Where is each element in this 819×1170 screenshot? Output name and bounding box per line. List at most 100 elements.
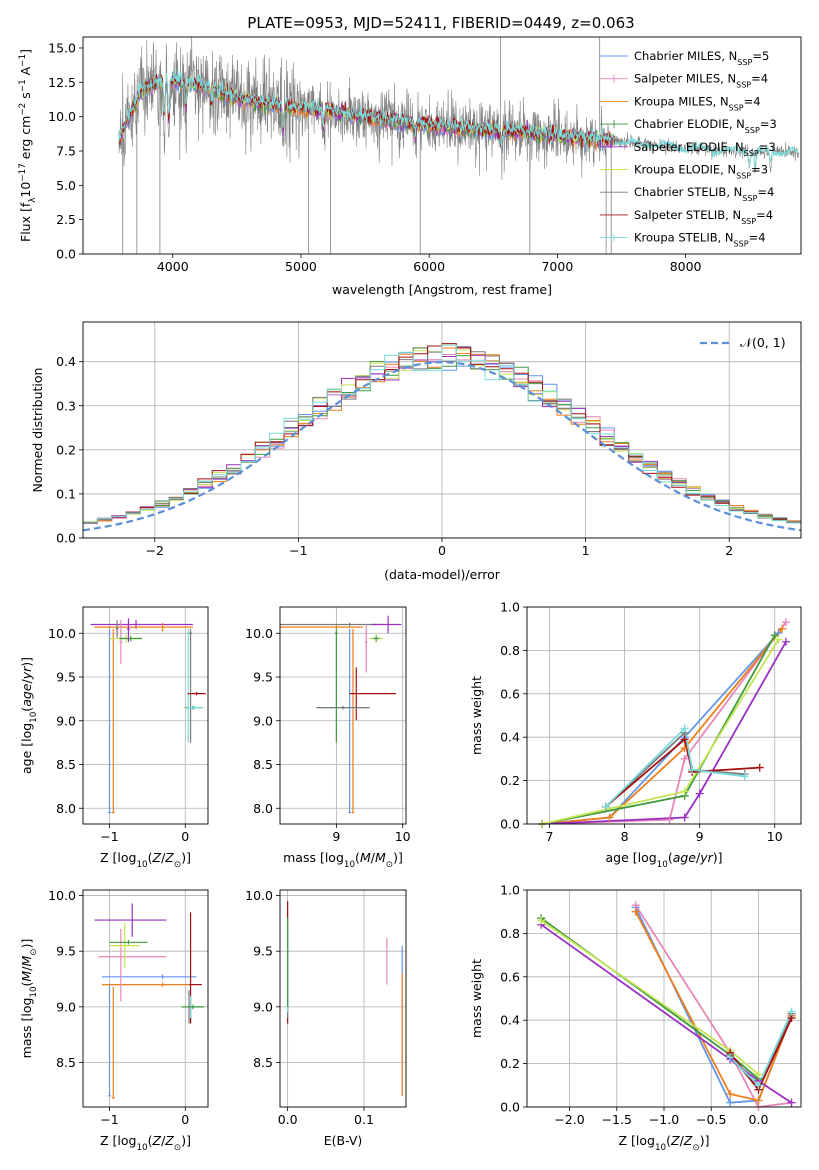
y-axis-label-part: −1 bbox=[18, 54, 28, 67]
weight-line-kroupa_elodie bbox=[541, 639, 780, 824]
y-tick-label: 0.2 bbox=[500, 773, 520, 788]
x-tick-label: 0.0 bbox=[278, 1112, 298, 1127]
y-tick-label: 10.0 bbox=[245, 888, 273, 903]
x-axis-label-part: / bbox=[371, 850, 376, 865]
y-tick-label: 9.0 bbox=[56, 713, 76, 728]
x-axis-label-part: ⊙ bbox=[692, 1143, 699, 1153]
y-tick-label: 10.0 bbox=[48, 109, 76, 124]
y-axis-label-part: −17 bbox=[18, 163, 28, 181]
y-axis-label-part: −2 bbox=[18, 103, 28, 116]
axes-frame bbox=[279, 606, 407, 825]
y-axis-label-part: / bbox=[19, 679, 34, 684]
legend-label-part: SSP bbox=[741, 216, 756, 225]
y-axis-label-part: ( bbox=[19, 982, 34, 987]
legend-label-part: =4 bbox=[744, 94, 761, 108]
axes-frame bbox=[82, 321, 802, 539]
x-axis-label-part: )] bbox=[393, 850, 403, 865]
x-tick-label: −2.0 bbox=[554, 1112, 584, 1127]
plot-area bbox=[83, 607, 208, 824]
x-axis-label-part: Z bbox=[164, 850, 174, 865]
weight-marker-kroupa_stelib bbox=[787, 1007, 796, 1016]
x-axis-label-part: Z [log bbox=[100, 1133, 136, 1148]
y-axis-label-part: )] bbox=[19, 939, 34, 949]
y-tick-label: 1.0 bbox=[500, 600, 520, 615]
x-axis-label: Z [log10(Z/Z⊙)] bbox=[100, 850, 191, 870]
x-tick-label: −1 bbox=[100, 1112, 118, 1127]
y-tick-label: 9.5 bbox=[253, 944, 273, 959]
weight-marker-kroupa_stelib bbox=[726, 1053, 735, 1062]
y-axis-label-part: A bbox=[18, 66, 33, 79]
weight-vs-Z-panel: −2.0 −1.5 −1.0 −0.5 0.0 0.0 0.2 0.4 0.6 0.8 1.0 Z [… bbox=[469, 883, 802, 1153]
x-axis-label-part: Z [log bbox=[619, 1133, 655, 1148]
y-axis-label: Normed distribution bbox=[30, 368, 45, 493]
legend-label: Salpeter ELODIE, NSSP=3 bbox=[634, 140, 776, 158]
y-tick-label: 0.8 bbox=[500, 643, 520, 658]
y-tick-label: 0.8 bbox=[500, 926, 520, 941]
weight-marker-salpeter_stelib bbox=[755, 763, 764, 772]
x-tick-label: −1.0 bbox=[649, 1112, 679, 1127]
legend-label-part: Kroupa STELIB, N bbox=[634, 231, 734, 245]
x-axis-label: mass [log10(M/M⊙)] bbox=[283, 850, 403, 870]
x-axis-label-part: ( bbox=[148, 1133, 153, 1148]
y-axis-label-part: 10 bbox=[29, 712, 39, 723]
mass-vs-Z-panel: −1 08.59.09.510.0Z [log10(Z/Z⊙)]mass [log… bbox=[19, 888, 209, 1153]
x-axis-label: Z [log10(Z/Z⊙)] bbox=[100, 1133, 191, 1153]
x-axis-label-part: Z bbox=[152, 850, 162, 865]
x-axis-label-part: ⊙ bbox=[174, 1143, 181, 1153]
x-axis-label: (data-model)/error bbox=[384, 567, 501, 582]
y-axis-label-part: λ bbox=[28, 198, 38, 203]
y-tick-label: 8.0 bbox=[56, 801, 76, 816]
weight-marker-kroupa_miles bbox=[631, 907, 640, 916]
y-axis-label-part: mass [log bbox=[19, 998, 34, 1059]
x-axis-label-part: ( bbox=[148, 850, 153, 865]
weight-marker-salpeter_elodie bbox=[781, 637, 790, 646]
y-tick-label: 0.3 bbox=[56, 398, 76, 413]
axes-frame bbox=[279, 889, 407, 1108]
x-axis-label-part: M bbox=[375, 850, 386, 865]
legend-label-part: SSP bbox=[734, 239, 749, 248]
y-axis-label: mass weight bbox=[469, 676, 484, 755]
y-tick-label: 0.4 bbox=[56, 354, 76, 369]
plot-area bbox=[527, 607, 801, 824]
x-tick-label: −1.5 bbox=[602, 1112, 632, 1127]
weight-line-salpeter_miles bbox=[541, 621, 787, 824]
weight-line-salpeter_stelib bbox=[605, 737, 760, 808]
x-axis-label-part: )] bbox=[700, 1133, 710, 1148]
axes-frame bbox=[82, 606, 209, 825]
legend-label: Chabrier MILES, NSSP=5 bbox=[634, 49, 769, 67]
y-tick-label: 8.5 bbox=[56, 1055, 76, 1070]
x-tick-label: −1 bbox=[289, 543, 307, 558]
y-axis-label-part: s bbox=[18, 92, 33, 103]
y-axis-label-part: age bbox=[19, 683, 34, 707]
legend-label-part: =4 bbox=[756, 208, 773, 222]
x-tick-label: 4000 bbox=[157, 259, 189, 274]
y-tick-label: 9.5 bbox=[253, 670, 273, 685]
y-tick-label: 2.5 bbox=[56, 212, 76, 227]
plot-area bbox=[83, 890, 208, 1107]
legend-label: 𝒩(0, 1) bbox=[740, 335, 786, 350]
weight-marker-kroupa_elodie bbox=[774, 635, 783, 644]
y-tick-label: 0.0 bbox=[500, 1100, 520, 1115]
weight-marker-kroupa_stelib bbox=[601, 802, 610, 811]
weight-marker-kroupa_elodie bbox=[537, 916, 546, 925]
y-axis-label: age [log10(age/yr)] bbox=[19, 657, 39, 774]
legend-label: Salpeter MILES, NSSP=4 bbox=[634, 72, 768, 90]
y-axis-label-part: yr bbox=[19, 666, 34, 680]
x-axis-label-part: 10 bbox=[657, 860, 668, 870]
figure-title: PLATE=0953, MJD=52411, FIBERID=0449, z=0… bbox=[247, 14, 634, 32]
weight-marker-salpeter_elodie bbox=[680, 813, 689, 822]
x-axis-label-part: Z [log bbox=[100, 850, 136, 865]
weight-marker-kroupa_stelib bbox=[688, 765, 697, 774]
x-axis-label-part: ⊙ bbox=[386, 860, 393, 870]
y-tick-label: 8.0 bbox=[253, 801, 273, 816]
x-axis-label-part: 10 bbox=[136, 860, 147, 870]
y-tick-label: 9.0 bbox=[56, 999, 76, 1014]
y-tick-label: 8.5 bbox=[253, 1055, 273, 1070]
mass-vs-ebv-panel: 0.0 0.1 8.5 9.0 9.5 10.0 E(B-V) bbox=[245, 888, 407, 1148]
legend-label-part: SSP bbox=[744, 148, 759, 157]
weight-marker-kroupa_stelib bbox=[754, 1081, 763, 1090]
axes-frame bbox=[526, 606, 802, 825]
weight-marker-chabrier_elodie bbox=[770, 631, 779, 640]
legend-label-part: Chabrier ELODIE, N bbox=[634, 117, 745, 131]
